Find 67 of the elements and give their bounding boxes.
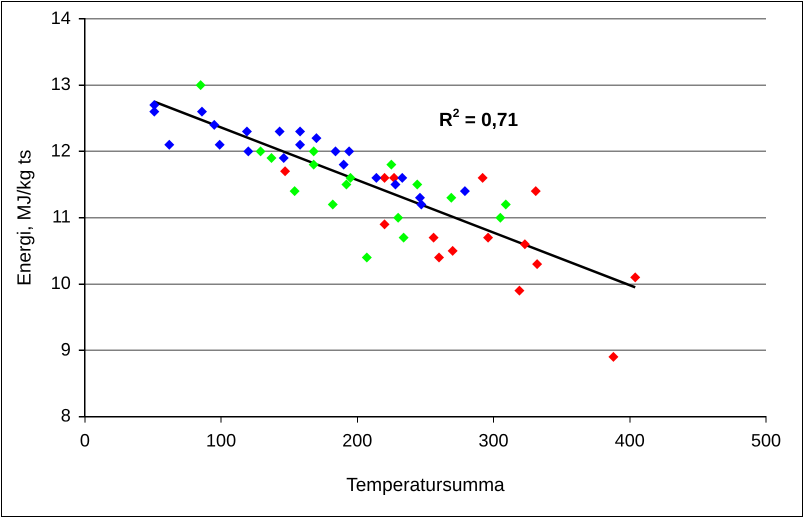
point: [608, 352, 618, 362]
y-tick-label: 11: [52, 206, 71, 227]
x-axis-title: Temperatursumma: [346, 474, 506, 496]
point: [397, 172, 408, 183]
y-tick-label: 9: [60, 339, 71, 360]
y-tick-label: 8: [60, 406, 71, 426]
point: [242, 126, 252, 137]
y-tick-label: 13: [50, 74, 71, 94]
point: [274, 126, 285, 137]
point: [290, 186, 300, 196]
y-tick-label: 14: [50, 8, 71, 28]
y-tick-label: 12: [50, 140, 71, 160]
point: [308, 146, 319, 156]
point: [371, 172, 382, 183]
point: [434, 252, 444, 262]
point: [344, 146, 354, 156]
x-tick-label: 300: [478, 430, 509, 450]
point: [414, 192, 425, 203]
point: [386, 160, 396, 170]
point: [380, 219, 390, 230]
point: [483, 232, 494, 243]
point: [243, 146, 254, 156]
x-tick-label: 0: [80, 430, 90, 450]
point: [412, 180, 422, 190]
point: [530, 186, 541, 196]
point: [380, 172, 390, 183]
point: [308, 160, 319, 170]
x-tick-label: 200: [342, 430, 372, 450]
point: [149, 106, 160, 117]
point: [500, 199, 511, 210]
y-tick-label: 10: [50, 272, 71, 293]
point: [280, 166, 290, 176]
x-tick-label: 100: [206, 430, 236, 450]
point: [520, 239, 530, 250]
point: [338, 160, 349, 170]
point: [196, 80, 206, 90]
point: [398, 232, 409, 243]
point: [630, 272, 640, 282]
point: [209, 120, 220, 130]
point: [328, 199, 338, 210]
point: [495, 212, 506, 223]
point: [416, 199, 426, 210]
point: [448, 246, 458, 256]
point: [514, 286, 524, 296]
point: [295, 126, 306, 137]
point: [446, 192, 456, 203]
point: [196, 106, 207, 117]
point: [362, 252, 372, 262]
point: [164, 140, 174, 150]
point: [214, 140, 225, 150]
point: [428, 232, 439, 243]
point: [345, 172, 356, 183]
x-tick-label: 500: [750, 430, 782, 450]
point: [266, 153, 276, 164]
point: [478, 172, 488, 183]
point: [390, 180, 400, 190]
point: [341, 180, 352, 190]
point: [256, 146, 266, 156]
point: [460, 186, 470, 196]
point: [330, 146, 340, 156]
y-axis-title: Energi, MJ/kg ts: [14, 150, 36, 286]
point: [295, 140, 306, 150]
x-tick-label: 400: [614, 430, 645, 450]
point: [278, 153, 289, 164]
point: [393, 212, 404, 223]
point: [311, 133, 322, 144]
point: [532, 259, 542, 270]
